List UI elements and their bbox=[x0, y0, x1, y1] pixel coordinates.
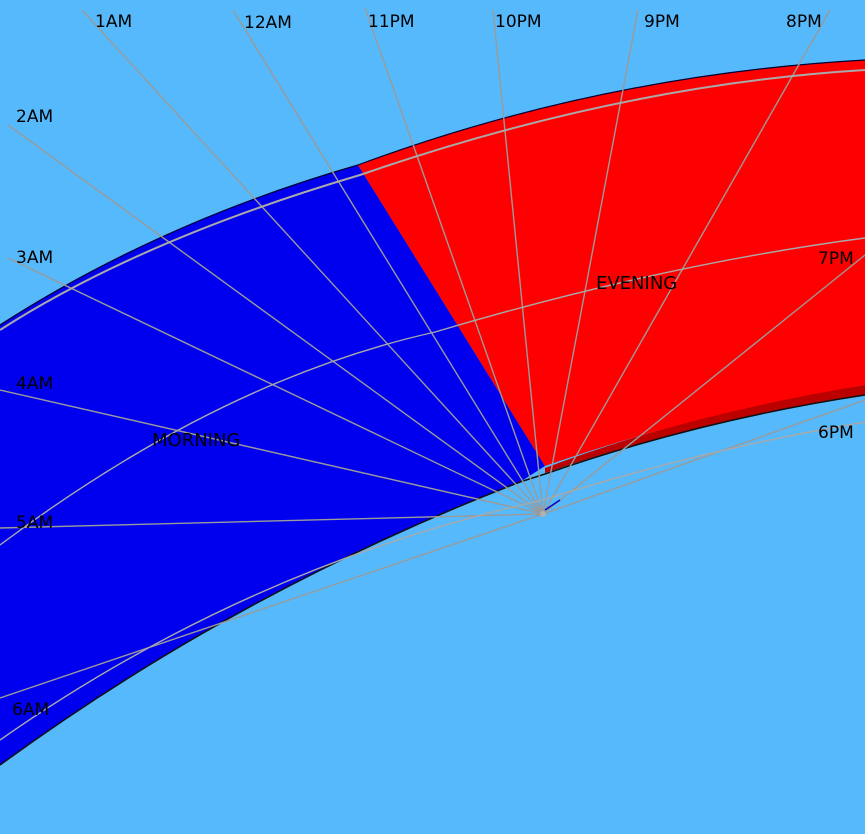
hour-label-5am: 5AM bbox=[16, 513, 53, 533]
band-inner-edge bbox=[0, 394, 865, 766]
guide-arc-inner bbox=[0, 421, 865, 741]
hour-label-10pm: 10PM bbox=[495, 12, 542, 32]
evening-band bbox=[358, 60, 865, 466]
evening-band-edge bbox=[545, 385, 865, 473]
guide-arc-outer bbox=[0, 69, 865, 331]
hour-label-1am: 1AM bbox=[95, 12, 132, 32]
ray-9pm bbox=[542, 9, 639, 515]
ray-6pm bbox=[542, 399, 865, 515]
ray-6am bbox=[0, 513, 544, 699]
hour-rays bbox=[0, 7, 865, 699]
region-label-morning: MORNING bbox=[152, 430, 240, 451]
band-outer-edge bbox=[0, 59, 865, 326]
ray-7pm bbox=[542, 254, 865, 515]
morning-band bbox=[0, 165, 545, 765]
centre-marker bbox=[540, 499, 561, 517]
hour-labels: 1AM 12AM 11PM 10PM 9PM 8PM 2AM 3AM 7PM 4… bbox=[12, 12, 854, 720]
hour-label-12am: 12AM bbox=[244, 13, 292, 33]
hour-label-8pm: 8PM bbox=[786, 12, 822, 32]
ray-2am bbox=[7, 124, 544, 515]
hour-label-6pm: 6PM bbox=[818, 423, 854, 443]
ray-11pm bbox=[364, 7, 544, 515]
hour-label-4am: 4AM bbox=[16, 374, 53, 394]
ray-3am bbox=[7, 257, 544, 515]
region-label-evening: EVENING bbox=[596, 273, 677, 294]
hour-label-11pm: 11PM bbox=[368, 12, 415, 32]
ray-12am bbox=[232, 9, 544, 515]
hour-label-2am: 2AM bbox=[16, 107, 53, 127]
ray-4am bbox=[0, 389, 544, 515]
hour-label-6am: 6AM bbox=[12, 700, 49, 720]
ray-10pm bbox=[492, 9, 544, 515]
hour-label-3am: 3AM bbox=[16, 248, 53, 268]
ray-1am bbox=[81, 9, 544, 515]
ray-5am bbox=[0, 513, 544, 529]
hour-label-7pm: 7PM bbox=[818, 249, 854, 269]
ray-8pm bbox=[542, 9, 831, 515]
hour-label-9pm: 9PM bbox=[644, 12, 680, 32]
guide-arc-middle bbox=[0, 237, 865, 546]
